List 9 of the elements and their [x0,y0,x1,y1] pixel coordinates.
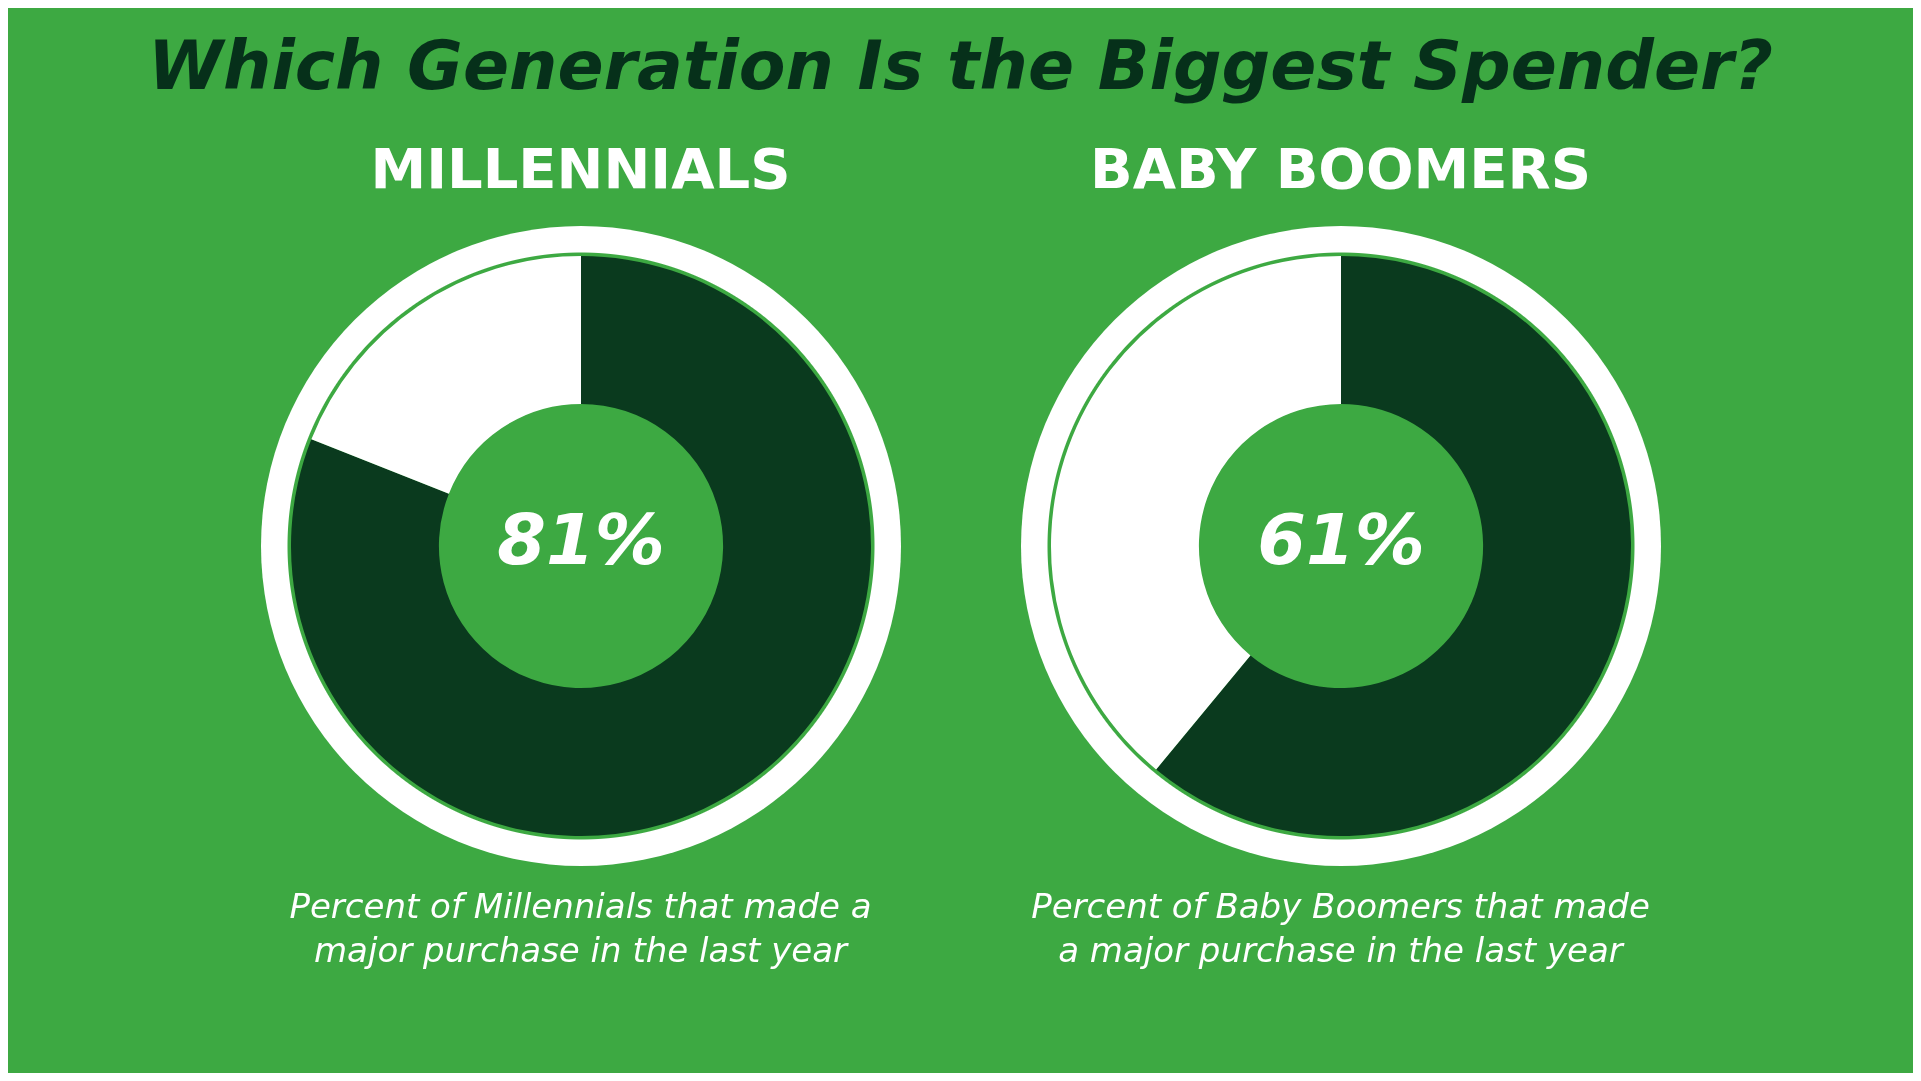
data-label: 81% [496,499,665,582]
text: Percent of Baby Boomers that made a major purchase in the last year [1030,885,1651,972]
data-label: 61% [1256,499,1425,582]
chart-title: BABY BOOMERS [1089,136,1592,203]
text: Which Generation Is the Biggest Spender? [147,25,1774,107]
circle-backdrop: 61% [1020,226,1661,866]
chart-title: MILLENNIALS [370,136,791,203]
circle-backdrop: 81% [260,226,901,866]
text: Percent of Millennials that made a major purchase in the last year [288,885,873,972]
